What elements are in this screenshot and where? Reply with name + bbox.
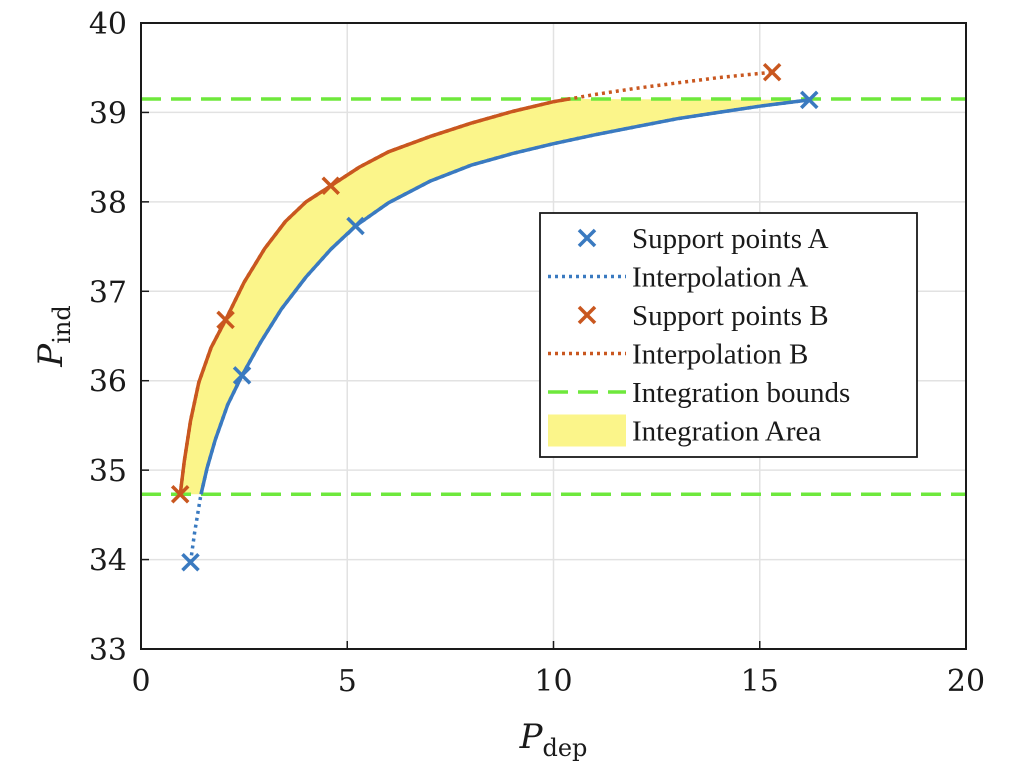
- interpolation-a-line: [199, 98, 810, 495]
- legend-label: Interpolation A: [632, 262, 808, 294]
- y-tick-label: 39: [89, 96, 127, 131]
- support-point-a: [181, 553, 200, 572]
- y-tick-label: 37: [89, 275, 127, 310]
- legend-label: Interpolation B: [632, 339, 808, 371]
- legend-entry: Support points B: [577, 300, 829, 332]
- legend-marker-stroke: [577, 305, 597, 325]
- integration-area: [180, 99, 810, 495]
- x-tick-label: 10: [534, 664, 572, 699]
- y-tick-label: 33: [89, 633, 127, 668]
- marker-stroke: [800, 90, 819, 110]
- support-point-b: [762, 62, 782, 82]
- x-tick-label: 20: [947, 664, 985, 699]
- line-layer: [178, 70, 810, 563]
- x-axis-label-main: P: [519, 717, 544, 757]
- interpolation-b-line: [178, 97, 570, 495]
- marker-stroke: [762, 62, 782, 82]
- x-tick-label: 15: [741, 664, 779, 699]
- point-layer: [170, 62, 819, 572]
- legend: Support points A Interpolation A Support p…: [539, 212, 918, 458]
- legend-label: Integration bounds: [632, 377, 850, 409]
- y-tick-label: 34: [89, 544, 127, 579]
- support-point-b: [170, 485, 190, 504]
- marker-stroke: [216, 310, 235, 330]
- marker-stroke: [321, 176, 340, 195]
- y-tick-label: 36: [89, 365, 127, 400]
- marker-stroke: [232, 366, 252, 385]
- y-axis-label: Pind: [31, 305, 76, 367]
- support-point-a: [346, 216, 365, 236]
- legend-label: Support points B: [632, 300, 829, 332]
- support-point-a: [800, 90, 819, 110]
- area-layer: [180, 99, 810, 495]
- support-point-b: [216, 310, 235, 330]
- x-axis-label-sub: dep: [542, 734, 587, 762]
- legend-entry: Integration bounds: [548, 377, 850, 409]
- marker-stroke: [181, 553, 200, 572]
- legend-entry: Integration Area: [548, 414, 821, 448]
- legend-area-symbol: [548, 414, 626, 447]
- marker-stroke: [346, 216, 365, 236]
- support-point-a: [232, 366, 252, 385]
- y-tick-label: 38: [89, 186, 127, 221]
- legend-entry: Support points A: [577, 223, 829, 255]
- legend-entry: Interpolation B: [548, 339, 808, 371]
- legend-marker-stroke: [577, 228, 597, 248]
- y-tick-label: 35: [89, 454, 127, 489]
- y-axis-label-sub: ind: [48, 305, 76, 344]
- legend-entry: Interpolation A: [548, 262, 808, 294]
- bounds-layer: [141, 97, 966, 497]
- marker-stroke: [170, 485, 190, 504]
- legend-label: Support points A: [632, 223, 829, 255]
- y-axis-label-main: P: [31, 343, 71, 368]
- x-tick-label: 0: [131, 664, 150, 699]
- tick-layer: 0 5 10 15 20 33 34 35 36 37 38 39 40: [89, 7, 985, 699]
- x-tick-label: 5: [338, 664, 357, 699]
- support-point-b: [321, 176, 340, 195]
- x-axis-label: Pdep: [519, 717, 588, 762]
- y-tick-label: 40: [89, 7, 127, 42]
- legend-label: Integration Area: [632, 416, 821, 448]
